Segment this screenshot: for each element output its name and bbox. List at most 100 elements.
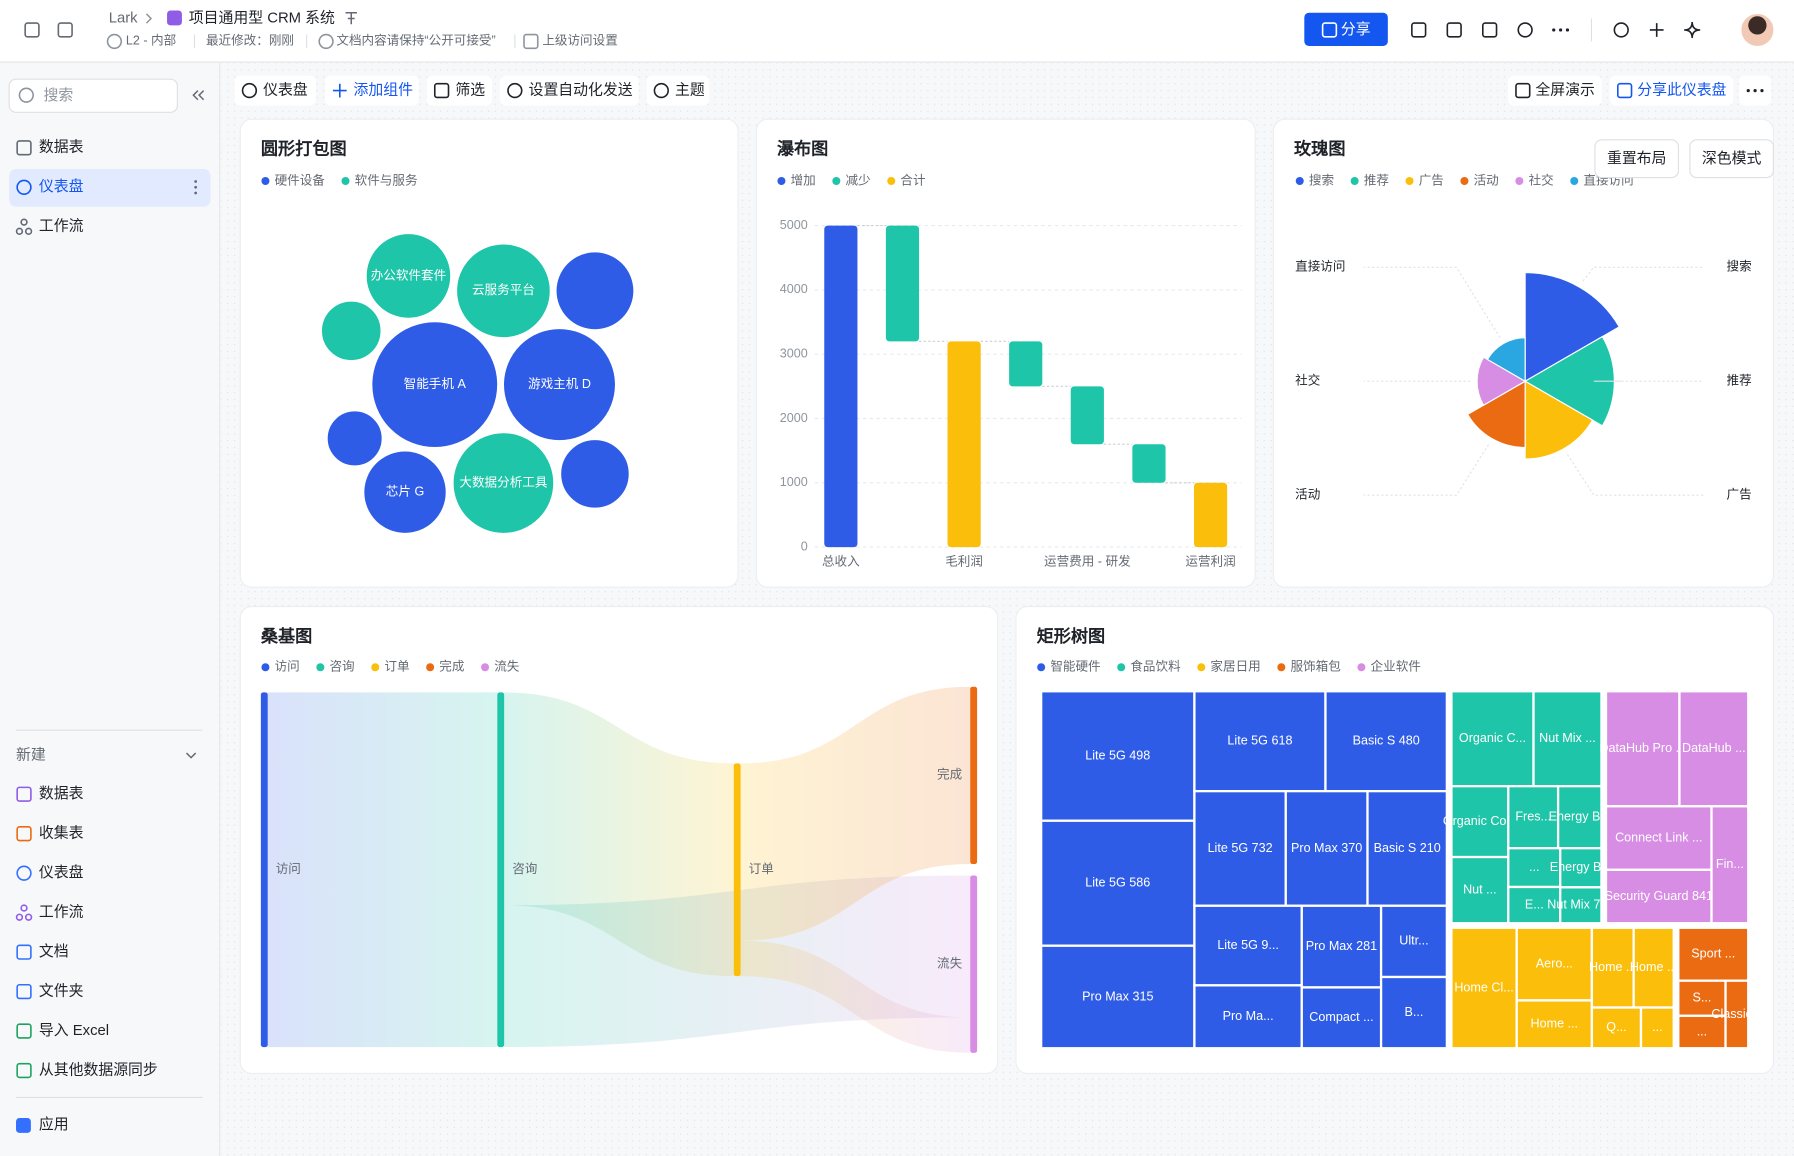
icon[interactable] — [507, 82, 523, 99]
icon[interactable] — [332, 83, 347, 98]
sankey-link — [740, 686, 971, 941]
nav-item[interactable]: 工作流 — [39, 218, 84, 235]
icon[interactable] — [57, 22, 73, 38]
icon[interactable] — [1684, 21, 1701, 39]
icon[interactable] — [1649, 23, 1664, 37]
icon[interactable] — [433, 82, 450, 99]
toolbar-item[interactable]: 分享此仪表盘 — [1637, 81, 1726, 99]
icon[interactable] — [241, 82, 258, 99]
legend-marker — [1350, 176, 1359, 185]
icon[interactable] — [15, 913, 24, 921]
icon[interactable] — [1446, 22, 1462, 38]
new-item[interactable]: 数据表 — [39, 785, 84, 802]
toolbar-item[interactable]: 添加组件 — [354, 82, 414, 99]
search-box[interactable] — [8, 78, 178, 113]
layout-button[interactable] — [1689, 139, 1774, 179]
icon[interactable] — [16, 179, 32, 195]
cell-label: Energy B... — [1550, 860, 1612, 874]
icon[interactable] — [1411, 22, 1427, 38]
toolbar-item[interactable]: 全屏演示 — [1535, 81, 1594, 99]
collapse-icon[interactable] — [192, 90, 205, 101]
rose-sector — [1524, 271, 1621, 383]
legend-label: 食品饮料 — [1130, 659, 1181, 674]
icon[interactable] — [1617, 82, 1633, 99]
cell-label: Pro Max 315 — [1082, 989, 1153, 1003]
icon[interactable] — [16, 140, 32, 156]
bubble — [363, 450, 447, 535]
toolbar-button[interactable] — [234, 75, 316, 106]
expand-icon[interactable] — [185, 752, 197, 759]
toolbar-item[interactable]: 筛选 — [455, 82, 485, 99]
icon[interactable] — [1746, 88, 1750, 93]
share-button[interactable] — [1304, 12, 1388, 46]
new-item[interactable]: 工作流 — [39, 904, 84, 921]
icon[interactable] — [1517, 22, 1533, 38]
new-item[interactable]: 收集表 — [39, 825, 84, 842]
icon[interactable] — [16, 1023, 32, 1039]
icon[interactable] — [16, 944, 32, 960]
new-item[interactable]: 文件夹 — [39, 983, 84, 1000]
icon[interactable] — [16, 865, 32, 881]
apps[interactable]: 应用 — [39, 1115, 69, 1133]
icon[interactable] — [24, 227, 33, 235]
node-label: 访问 — [276, 862, 301, 876]
icon[interactable] — [20, 904, 28, 912]
doc-icon — [167, 10, 182, 26]
treemap-cell — [1450, 690, 1535, 788]
icon[interactable] — [16, 826, 32, 842]
sankey-node — [260, 692, 268, 1048]
icon[interactable] — [1515, 82, 1531, 99]
cell-label: ... — [1697, 1024, 1707, 1038]
toolbar-button[interactable] — [499, 75, 639, 106]
icon[interactable] — [16, 983, 32, 1000]
toolbar-item[interactable]: 仪表盘 — [263, 81, 308, 99]
icon[interactable] — [1558, 28, 1563, 32]
toolbar-item[interactable]: 主题 — [675, 82, 705, 99]
bar — [885, 225, 920, 342]
share-label[interactable]: 分享 — [1341, 21, 1371, 38]
new-item[interactable]: 从其他数据源同步 — [39, 1061, 158, 1078]
bar — [1009, 341, 1043, 387]
legend-label: 软件与服务 — [355, 172, 418, 187]
nav-active[interactable] — [9, 168, 211, 207]
icon[interactable] — [20, 218, 28, 226]
access-settings[interactable]: 上级访问设置 — [542, 34, 617, 48]
legend-label: 流失 — [494, 660, 520, 674]
chart-title: 矩形树图 — [1037, 626, 1106, 646]
toolbar-button[interactable] — [324, 75, 419, 106]
icon[interactable] — [1481, 22, 1498, 38]
new-item[interactable]: 仪表盘 — [39, 863, 84, 881]
icon[interactable] — [1552, 28, 1556, 32]
cell-label: Nut Mix ... — [1539, 731, 1596, 745]
cell-label: Organic Co... — [1443, 814, 1517, 828]
icon[interactable] — [16, 786, 32, 802]
chart-title: 玫瑰图 — [1294, 139, 1345, 159]
toolbar-button[interactable] — [1507, 75, 1602, 106]
rose-sector — [1524, 380, 1594, 460]
icon[interactable] — [1753, 88, 1757, 93]
nav-item[interactable]: 数据表 — [39, 139, 84, 156]
new-item[interactable]: 导入 Excel — [39, 1023, 109, 1039]
chart-title: 圆形打包图 — [261, 139, 347, 159]
cell-label: Fin... — [1716, 857, 1744, 871]
pin-icon[interactable] — [345, 12, 357, 25]
layout-button-label[interactable]: 重置布局 — [1607, 150, 1666, 167]
header-bar — [0, 0, 1794, 62]
icon[interactable] — [15, 227, 24, 235]
toolbar-item[interactable]: 设置自动化发送 — [529, 82, 633, 99]
new-item[interactable]: 文档 — [39, 943, 69, 960]
icon[interactable] — [1613, 22, 1629, 38]
icon[interactable] — [24, 22, 40, 38]
icon[interactable] — [16, 1062, 32, 1079]
icon[interactable] — [1565, 28, 1570, 32]
rose-label: 推荐 — [1727, 374, 1752, 388]
icon[interactable] — [1760, 88, 1764, 93]
icon[interactable] — [24, 913, 33, 921]
nav-item[interactable]: 仪表盘 — [39, 177, 84, 195]
treemap-cell — [1300, 986, 1383, 1050]
toolbar-button[interactable] — [1609, 75, 1734, 106]
layout-button[interactable] — [1594, 139, 1680, 179]
treemap-cell — [1559, 847, 1603, 889]
layout-button-label[interactable]: 深色模式 — [1702, 150, 1762, 167]
icon[interactable] — [653, 82, 669, 99]
